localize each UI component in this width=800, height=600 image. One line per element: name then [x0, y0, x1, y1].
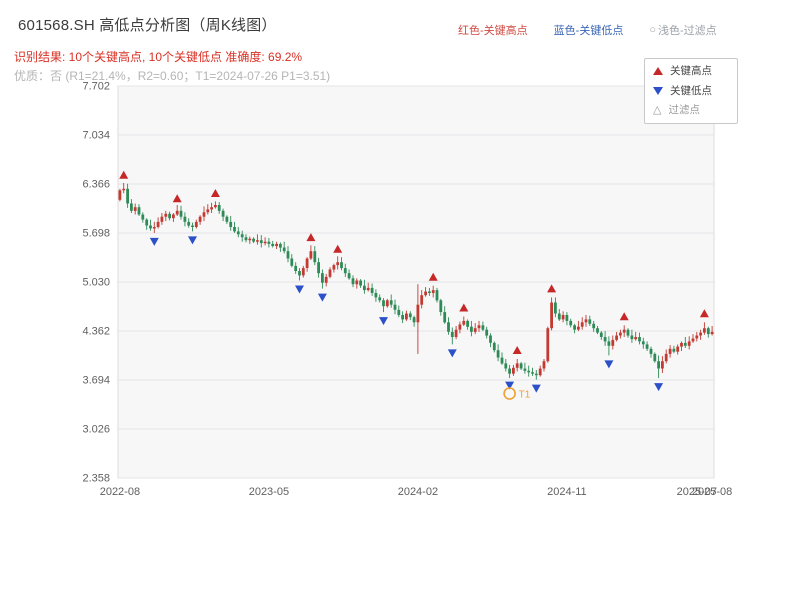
svg-text:5.030: 5.030	[82, 277, 110, 289]
top-legend-item-low: 蓝色-关键低点	[554, 22, 624, 38]
svg-text:T1: T1	[519, 390, 531, 401]
key-low-markers	[149, 236, 664, 393]
legend-key-high-label: 关键高点	[670, 65, 712, 77]
svg-text:2022-08: 2022-08	[100, 486, 140, 498]
legend-filtered-label: 过滤点	[668, 104, 700, 117]
svg-text:2.358: 2.358	[82, 473, 110, 485]
svg-text:5.698: 5.698	[82, 228, 110, 240]
legend-row-key-low: 关键低点	[653, 84, 729, 97]
svg-text:3.026: 3.026	[82, 424, 110, 436]
svg-text:2024-02: 2024-02	[398, 486, 438, 498]
chart-legend-box: 关键高点 关键低点 △ 过滤点	[644, 58, 738, 124]
top-legend-item-high: 红色-关键高点	[458, 22, 528, 38]
top-legend-item-filtered: ○ 浅色-过滤点	[649, 22, 716, 38]
svg-text:2025-08: 2025-08	[692, 486, 732, 498]
page-title: 601568.SH 高低点分析图（周K线图）	[18, 17, 277, 34]
hollow-triangle-icon: △	[653, 104, 662, 116]
recognition-result-text: 识别结果: 10个关键高点, 10个关键低点 准确度: 69.2%	[14, 50, 303, 64]
legend-row-key-high: 关键高点	[653, 66, 729, 77]
blue-down-triangle-icon	[653, 86, 663, 95]
legend-key-low-label: 关键低点	[670, 84, 712, 97]
svg-text:7.702: 7.702	[82, 81, 110, 93]
top-legend-filtered-label: 浅色-过滤点	[658, 25, 717, 37]
svg-text:4.362: 4.362	[82, 326, 110, 338]
svg-text:2024-11: 2024-11	[547, 486, 587, 498]
svg-text:2023-05: 2023-05	[249, 486, 289, 498]
grid-layer	[118, 85, 714, 479]
top-legend-high-label: 红色-关键高点	[458, 25, 528, 37]
svg-text:6.366: 6.366	[82, 179, 110, 191]
svg-text:3.694: 3.694	[82, 375, 110, 387]
filtered-point-marker: T1	[503, 387, 531, 401]
svg-text:7.034: 7.034	[82, 130, 110, 142]
top-legend: 红色-关键高点 蓝色-关键低点 ○ 浅色-过滤点	[458, 22, 717, 38]
circle-icon: ○	[649, 24, 656, 36]
y-axis-labels: 7.702 7.034 6.366 5.698 5.030 4.362 3.694 3.026…	[82, 81, 110, 485]
quality-assessment-text: 优质：否 (R1=21.4%，R2=0.60；T1=2024-07-26 P1=…	[14, 69, 331, 83]
top-legend-low-label: 蓝色-关键低点	[553, 25, 624, 37]
legend-row-filtered: △ 过滤点	[653, 105, 729, 116]
x-axis-labels: 2022-08 2023-05 2024-02 2024-11 2025-072025-…	[100, 486, 733, 498]
svg-text:2025-07: 2025-07	[677, 486, 717, 498]
key-high-markers	[119, 170, 709, 354]
candles-layer	[118, 183, 714, 380]
red-up-triangle-icon	[653, 67, 663, 76]
